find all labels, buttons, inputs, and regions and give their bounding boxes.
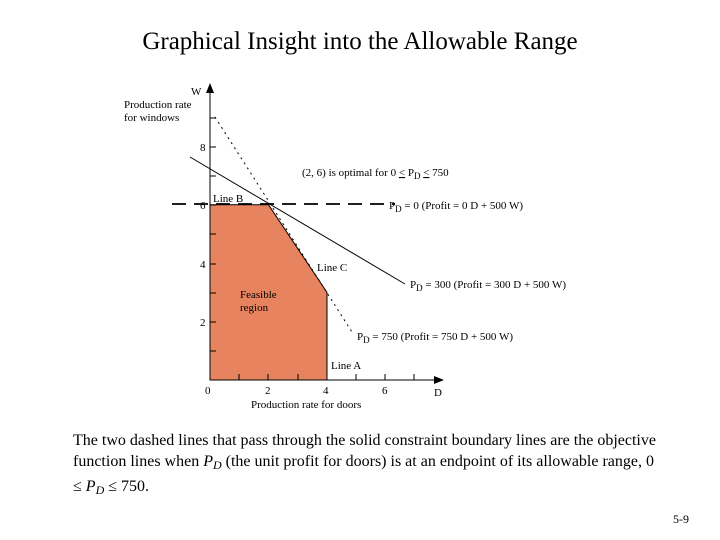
objective-line-pd-750 [214,116,353,333]
origin-label: 0 [205,385,211,397]
slide-number: 5-9 [673,512,689,526]
x-tick-label: 2 [265,385,271,397]
allowable-range-diagram: W Production rate for windows D Producti… [124,83,566,411]
y-tick-label: 2 [200,317,206,329]
objective-line-pd-300 [189,156,406,285]
x-axis-ticks [238,374,415,380]
optimal-note: (2, 6) is optimal for 0 < PD < 750 [302,167,449,181]
x-axis-label: Production rate for doors [251,399,361,411]
y-tick-label: 4 [200,259,206,271]
y-axis-ticks [210,117,216,352]
feasible-region-label-line1: Feasible [240,289,277,301]
y-tick-label: 8 [200,142,206,154]
x-tick-label: 6 [382,385,388,397]
y-axis-label-line2: for windows [124,112,179,124]
y-axis-label-line1: Production rate [124,99,192,111]
objective-label-pd-0: PD = 0 (Profit = 0 D + 500 W) [389,200,523,214]
line-b-label: Line B [213,193,243,205]
y-tick-label: 6 [200,200,206,212]
objective-label-pd-300: PD = 300 (Profit = 300 D + 500 W) [410,279,566,293]
feasible-region-label-line2: region [240,302,269,314]
y-axis-arrow [206,83,214,93]
slide-title: Graphical Insight into the Allowable Ran… [142,28,578,55]
y-axis-variable: W [191,86,202,98]
caption-paragraph: The two dashed lines that pass through t… [73,432,656,497]
x-axis-variable: D [434,387,442,399]
x-axis-arrow [434,376,444,384]
line-a-label: Line A [331,360,361,372]
x-tick-label: 4 [323,385,329,397]
objective-label-pd-750: PD = 750 (Profit = 750 D + 500 W) [357,331,513,345]
line-c-label: Line C [317,262,347,274]
